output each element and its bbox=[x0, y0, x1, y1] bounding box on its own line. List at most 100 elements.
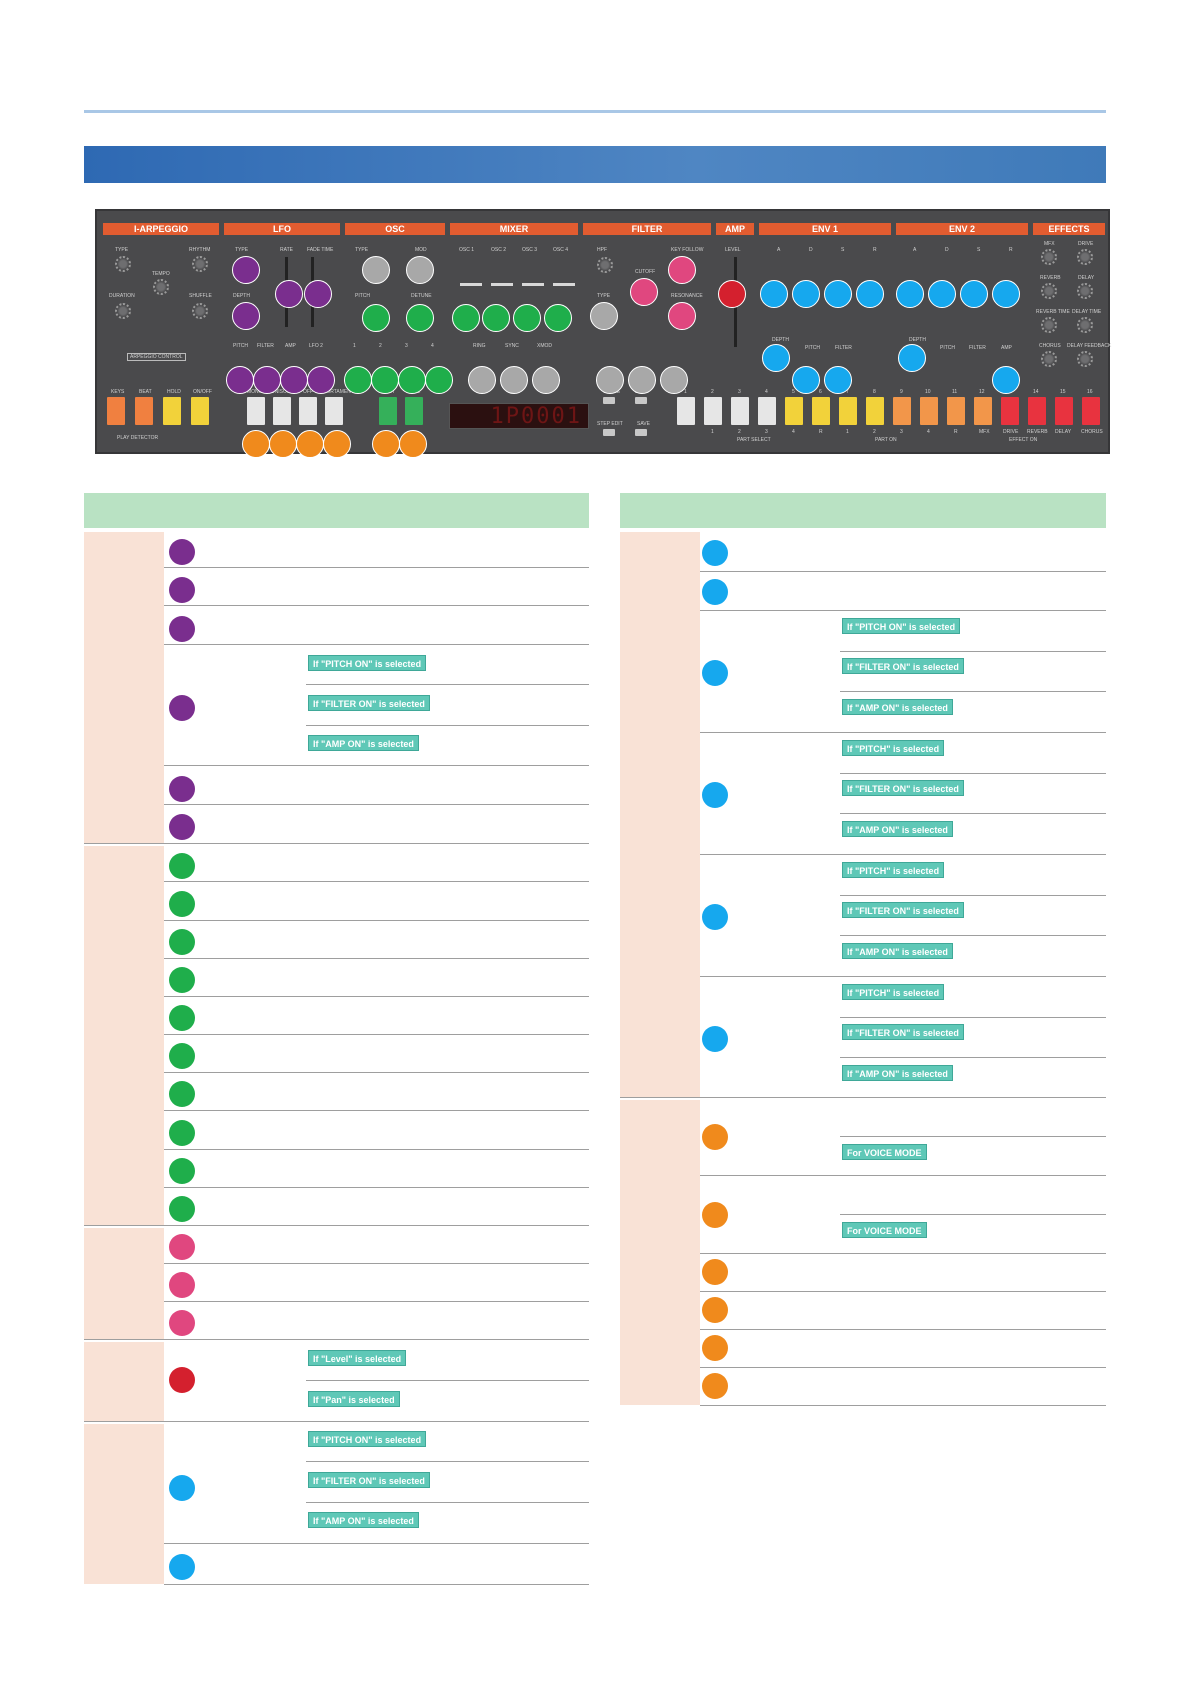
mono-button[interactable] bbox=[247, 397, 265, 425]
bank-button[interactable] bbox=[635, 397, 647, 404]
cond-pitch: If "PITCH" is selected bbox=[842, 740, 945, 756]
row-divider bbox=[164, 958, 589, 959]
mixer-osc4-fader[interactable] bbox=[553, 283, 575, 286]
mixer-osc3-fader[interactable] bbox=[522, 283, 544, 286]
step-key-9[interactable] bbox=[893, 397, 911, 425]
step-key-3[interactable] bbox=[731, 397, 749, 425]
env2-a-label: A bbox=[913, 247, 917, 253]
callout-mixer-osc3 bbox=[513, 304, 541, 332]
osc-3-label: 3 bbox=[405, 343, 408, 349]
legend-dot-green bbox=[169, 967, 195, 993]
cond-amp-on: If "AMP ON" is selected bbox=[842, 821, 953, 837]
arp-duration-knob[interactable] bbox=[115, 303, 131, 319]
row-divider bbox=[700, 571, 1106, 572]
row-divider bbox=[840, 691, 1106, 692]
callout-env1-r bbox=[856, 280, 884, 308]
fx-delay-time-knob[interactable] bbox=[1077, 317, 1093, 333]
fx-delay-label: DELAY bbox=[1078, 275, 1095, 281]
step-key-2[interactable] bbox=[704, 397, 722, 425]
step-key-7[interactable] bbox=[839, 397, 857, 425]
right-table-header bbox=[620, 493, 1106, 528]
step-key-11[interactable] bbox=[947, 397, 965, 425]
arp-type-knob[interactable] bbox=[115, 256, 131, 272]
section-header-bar bbox=[84, 146, 1106, 183]
step-key-10[interactable] bbox=[920, 397, 938, 425]
row-divider bbox=[164, 804, 589, 805]
legend-dot-blue bbox=[702, 1026, 728, 1052]
keys-button[interactable] bbox=[107, 397, 125, 425]
onoff-button[interactable] bbox=[191, 397, 209, 425]
callout-mixer-osc2 bbox=[482, 304, 510, 332]
left-group-env bbox=[84, 1424, 164, 1584]
row-divider bbox=[700, 1175, 1106, 1176]
step-key-1[interactable] bbox=[677, 397, 695, 425]
fx-mfx-knob[interactable] bbox=[1041, 249, 1057, 265]
legend-dot-purple bbox=[169, 539, 195, 565]
unison-button[interactable] bbox=[273, 397, 291, 425]
legend-dot-green bbox=[169, 1081, 195, 1107]
env1-a-label: A bbox=[777, 247, 781, 253]
step-key-4[interactable] bbox=[758, 397, 776, 425]
step-bottom-5: R bbox=[819, 429, 823, 435]
save-button[interactable] bbox=[635, 429, 647, 436]
fx-mfx-label: MFX bbox=[1044, 241, 1055, 247]
step-edit-button[interactable] bbox=[603, 429, 615, 436]
step-key-16[interactable] bbox=[1082, 397, 1100, 425]
fx-delay-knob[interactable] bbox=[1077, 283, 1093, 299]
row-divider bbox=[84, 1421, 589, 1422]
step-num-4: 4 bbox=[765, 389, 768, 395]
fx-chorus-knob[interactable] bbox=[1041, 351, 1057, 367]
scene-button[interactable] bbox=[603, 397, 615, 404]
filter-hpf-knob[interactable] bbox=[597, 257, 613, 273]
mixer-osc3-label: OSC 3 bbox=[522, 247, 538, 253]
step-key-8[interactable] bbox=[866, 397, 884, 425]
play-detector-label: PLAY DETECTOR bbox=[117, 435, 159, 441]
arp-type-label: TYPE bbox=[115, 247, 129, 253]
step-bottom-7: 2 bbox=[873, 429, 876, 435]
synth-panel: I-ARPEGGIO LFO OSC MIXER FILTER AMP ENV … bbox=[95, 209, 1111, 454]
callout-env1-d bbox=[792, 280, 820, 308]
step-key-14[interactable] bbox=[1028, 397, 1046, 425]
step-key-6[interactable] bbox=[812, 397, 830, 425]
legend-dot-orange bbox=[702, 1124, 728, 1150]
section-mixer: MIXER bbox=[450, 223, 578, 235]
step-key-12[interactable] bbox=[974, 397, 992, 425]
mixer-osc1-fader[interactable] bbox=[460, 283, 482, 286]
fx-reverb-knob[interactable] bbox=[1041, 283, 1057, 299]
env1-d-label: D bbox=[809, 247, 813, 253]
arp-tempo-knob[interactable] bbox=[153, 279, 169, 295]
save-label: SAVE bbox=[637, 421, 650, 427]
callout-mixer-osc1 bbox=[452, 304, 480, 332]
callout-lfo-depth bbox=[232, 302, 260, 330]
off-button[interactable] bbox=[299, 397, 317, 425]
legend-dot-green bbox=[169, 1005, 195, 1031]
fx-reverb-time-knob[interactable] bbox=[1041, 317, 1057, 333]
fx-drive-knob[interactable] bbox=[1077, 249, 1093, 265]
fx-delay-feedback-knob[interactable] bbox=[1077, 351, 1093, 367]
arp-rhythm-knob[interactable] bbox=[192, 256, 208, 272]
arp-duration-label: DURATION bbox=[109, 293, 135, 299]
legend-dot-purple bbox=[169, 577, 195, 603]
callout-filter-type bbox=[590, 302, 618, 330]
step-key-13[interactable] bbox=[1001, 397, 1019, 425]
split-button[interactable] bbox=[379, 397, 397, 425]
callout-osc4-btn bbox=[425, 366, 453, 394]
mixer-osc2-fader[interactable] bbox=[491, 283, 513, 286]
env2-d-label: D bbox=[945, 247, 949, 253]
step-bottom-4: 4 bbox=[792, 429, 795, 435]
step-num-10: 10 bbox=[925, 389, 931, 395]
step-key-15[interactable] bbox=[1055, 397, 1073, 425]
section-lfo: LFO bbox=[224, 223, 340, 235]
dual-button[interactable] bbox=[405, 397, 423, 425]
legend-dot-orange bbox=[702, 1335, 728, 1361]
step-num-16: 16 bbox=[1087, 389, 1093, 395]
beat-button[interactable] bbox=[135, 397, 153, 425]
row-divider bbox=[840, 773, 1106, 774]
arp-shuffle-knob[interactable] bbox=[192, 303, 208, 319]
portamento-button[interactable] bbox=[325, 397, 343, 425]
cond-level: If "Level" is selected bbox=[308, 1350, 407, 1366]
hold-button[interactable] bbox=[163, 397, 181, 425]
callout-off bbox=[296, 430, 324, 458]
step-key-5[interactable] bbox=[785, 397, 803, 425]
lfo-amp-label: AMP bbox=[285, 343, 296, 349]
